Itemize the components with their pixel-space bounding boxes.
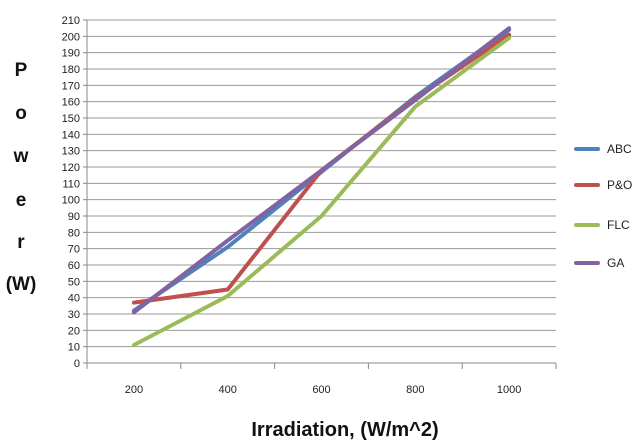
series-line-ga — [131, 26, 512, 315]
y-tick-label: 40 — [68, 293, 80, 305]
x-tick-label: 400 — [219, 384, 237, 396]
y-axis-title-part: o — [15, 103, 27, 124]
y-tick-label: 20 — [68, 325, 80, 337]
y-tick-label: 190 — [62, 48, 80, 60]
y-tick-label: 210 — [62, 15, 80, 27]
y-tick-label: 150 — [62, 113, 80, 125]
y-tick-label: 50 — [68, 276, 80, 288]
y-tick-label: 160 — [62, 97, 80, 109]
legend-label: FLC — [607, 218, 630, 232]
y-tick-label: 10 — [68, 342, 80, 354]
y-axis-title-part: P — [15, 60, 28, 81]
y-tick-label: 90 — [68, 211, 80, 223]
y-tick-label: 60 — [68, 260, 80, 272]
y-tick-label: 200 — [62, 31, 80, 43]
x-tick-label: 800 — [406, 384, 424, 396]
series-lines — [131, 26, 512, 347]
legend-label: P&O — [607, 178, 632, 192]
legend-label: ABC — [607, 142, 632, 156]
gridlines — [87, 19, 556, 348]
y-tick-label: 140 — [62, 129, 80, 141]
y-tick-label: 70 — [68, 244, 80, 256]
y-axis-title: Po w er (W) — [6, 60, 37, 295]
y-tick-label: 110 — [62, 178, 80, 190]
y-tick-label: 170 — [62, 80, 80, 92]
y-tick-label: 30 — [68, 309, 80, 321]
y-tick-label: 100 — [62, 195, 80, 207]
x-tick-label: 1000 — [497, 384, 521, 396]
legend: ABC P&O FLC GA — [574, 142, 632, 270]
y-axis-ticks: 0 10 20 30 40 50 60 70 80 90 100 110 120 130 140 150 160… — [62, 15, 87, 370]
y-tick-label: 120 — [62, 162, 80, 174]
x-tick-label: 200 — [125, 384, 143, 396]
y-axis-title-part: e — [16, 190, 27, 211]
x-axis-ticks: 200 400 600 800 1000 — [86, 363, 557, 396]
y-tick-label: 0 — [74, 358, 80, 370]
x-axis-title: Irradiation, (W/m^2) — [251, 419, 438, 441]
legend-label: GA — [607, 256, 624, 270]
y-axis-title-part: (W) — [6, 274, 37, 295]
y-tick-label: 130 — [62, 146, 80, 158]
y-axis-title-part: w — [13, 146, 29, 167]
x-tick-label: 600 — [312, 384, 330, 396]
y-tick-label: 80 — [68, 227, 80, 239]
y-tick-label: 180 — [62, 64, 80, 76]
series-line-flc — [131, 36, 512, 347]
y-axis-title-part: r — [17, 232, 25, 253]
